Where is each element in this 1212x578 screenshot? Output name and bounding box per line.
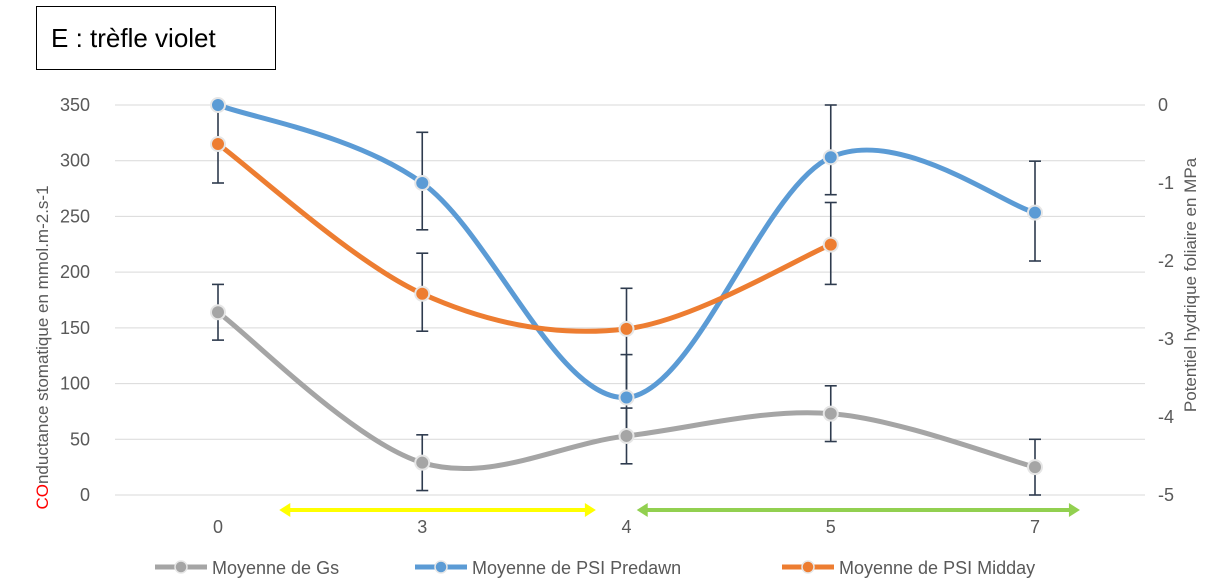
legend-swatch-marker bbox=[434, 560, 448, 574]
y-left-tick-label: 0 bbox=[80, 485, 90, 505]
y-left-tick-label: 200 bbox=[60, 262, 90, 282]
data-point bbox=[618, 320, 635, 337]
y-left-tick-label: 50 bbox=[70, 429, 90, 449]
data-point bbox=[414, 454, 431, 471]
chart-title: E : trèfle violet bbox=[51, 23, 216, 53]
y-left-tick-label: 250 bbox=[60, 206, 90, 226]
data-point bbox=[618, 389, 635, 406]
data-point bbox=[1027, 204, 1043, 221]
series-line bbox=[215, 141, 834, 334]
data-point bbox=[414, 175, 431, 191]
y-right-tick-label: -3 bbox=[1158, 329, 1174, 349]
x-tick-label: 3 bbox=[417, 517, 427, 537]
data-point bbox=[822, 405, 839, 422]
y-right-tick-label: -1 bbox=[1158, 173, 1174, 193]
legend-swatch-marker bbox=[174, 560, 188, 574]
range-arrow-head-left bbox=[636, 503, 648, 517]
chart-title-box: E : trèfle violet bbox=[36, 6, 276, 70]
x-tick-label: 7 bbox=[1030, 517, 1040, 537]
y-right-tick-label: -5 bbox=[1158, 485, 1174, 505]
legend-label: Moyenne de PSI Predawn bbox=[472, 558, 681, 578]
y-left-axis-label: COnductance stomatique en mmol.m-2.s-1 bbox=[33, 185, 52, 509]
y-right-tick-label: -4 bbox=[1158, 407, 1174, 427]
data-point bbox=[822, 149, 839, 166]
x-tick-label: 4 bbox=[621, 517, 631, 537]
y-right-tick-label: -2 bbox=[1158, 251, 1174, 271]
legend-swatch-marker bbox=[801, 560, 815, 574]
y-right-tick-label: 0 bbox=[1158, 95, 1168, 115]
data-point bbox=[618, 427, 635, 444]
x-tick-label: 5 bbox=[826, 517, 836, 537]
y-left-axis-label-rest: nductance stomatique en mmol.m-2.s-1 bbox=[33, 185, 52, 484]
legend-label: Moyenne de Gs bbox=[212, 558, 339, 578]
y-left-axis-label-prefix: CO bbox=[33, 484, 52, 510]
y-left-tick-label: 350 bbox=[60, 95, 90, 115]
y-left-tick-label: 300 bbox=[60, 151, 90, 171]
data-point bbox=[210, 304, 226, 321]
data-point bbox=[210, 97, 226, 113]
range-arrow-head-right bbox=[1068, 503, 1080, 517]
data-point bbox=[822, 236, 839, 253]
range-arrow-head-right bbox=[584, 503, 596, 517]
range-arrow-head-left bbox=[279, 503, 291, 517]
data-point bbox=[414, 285, 431, 302]
y-right-axis-label: Potentiel hydrique foliaire en MPa bbox=[1181, 157, 1200, 412]
y-left-tick-label: 150 bbox=[60, 318, 90, 338]
y-left-tick-label: 100 bbox=[60, 374, 90, 394]
data-point bbox=[210, 136, 226, 152]
legend-label: Moyenne de PSI Midday bbox=[839, 558, 1035, 578]
x-tick-label: 0 bbox=[213, 517, 223, 537]
data-point bbox=[1027, 459, 1043, 476]
